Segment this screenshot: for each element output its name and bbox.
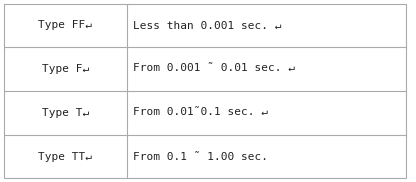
Text: Type T↵: Type T↵ [42, 108, 89, 118]
Text: From 0.1 ˜ 1.00 sec.: From 0.1 ˜ 1.00 sec. [133, 152, 267, 161]
Text: Type FF↵: Type FF↵ [38, 21, 92, 30]
Text: Less than 0.001 sec. ↵: Less than 0.001 sec. ↵ [133, 21, 281, 30]
Text: From 0.001 ˜ 0.01 sec. ↵: From 0.001 ˜ 0.01 sec. ↵ [133, 64, 295, 74]
Text: Type TT↵: Type TT↵ [38, 152, 92, 161]
Text: Type F↵: Type F↵ [42, 64, 89, 74]
Text: From 0.01˜0.1 sec. ↵: From 0.01˜0.1 sec. ↵ [133, 108, 267, 118]
FancyBboxPatch shape [4, 4, 406, 178]
